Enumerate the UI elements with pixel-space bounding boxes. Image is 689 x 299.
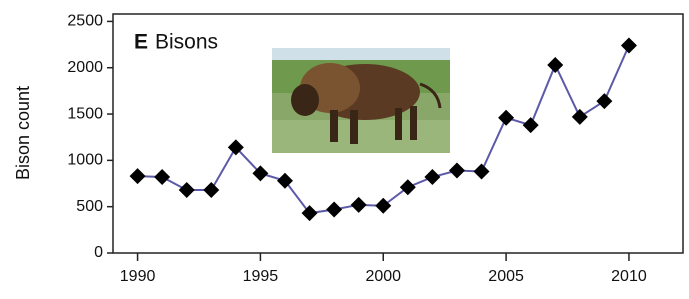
x-tick-label: 1995 — [243, 268, 279, 285]
x-tick-label: 1990 — [120, 268, 156, 285]
data-point — [621, 37, 637, 53]
data-point — [572, 109, 588, 125]
y-tick-label: 0 — [94, 244, 103, 261]
y-tick-label: 2500 — [67, 13, 103, 30]
data-point — [130, 168, 146, 184]
data-point — [154, 169, 170, 185]
data-point — [179, 182, 195, 198]
data-point — [523, 117, 539, 133]
data-point — [302, 205, 318, 221]
chart: E Bisons Bison count 0 500 1000 1500 2000 250… — [0, 0, 689, 294]
data-point — [596, 93, 612, 109]
data-point — [400, 179, 416, 195]
y-tick-label: 1000 — [67, 152, 103, 169]
panel-label: E — [134, 31, 148, 54]
x-tick-label: 2000 — [365, 268, 401, 285]
y-axis-label: Bison count — [13, 86, 33, 180]
data-point — [547, 57, 563, 73]
data-point — [277, 173, 293, 189]
chart-title: Bisons — [155, 31, 218, 54]
x-tick-label: 2005 — [488, 268, 524, 285]
bison-photo — [272, 48, 450, 153]
x-tick-label: 2010 — [611, 268, 647, 285]
y-tick-label: 500 — [76, 198, 103, 215]
y-tick-label: 2000 — [67, 59, 103, 76]
data-point — [474, 163, 490, 179]
y-tick-label: 1500 — [67, 105, 103, 122]
data-point — [351, 197, 367, 213]
data-point — [424, 169, 440, 185]
data-point — [498, 110, 514, 126]
data-point — [375, 198, 391, 214]
data-point — [203, 182, 219, 198]
data-point — [326, 201, 342, 217]
data-point — [449, 163, 465, 179]
